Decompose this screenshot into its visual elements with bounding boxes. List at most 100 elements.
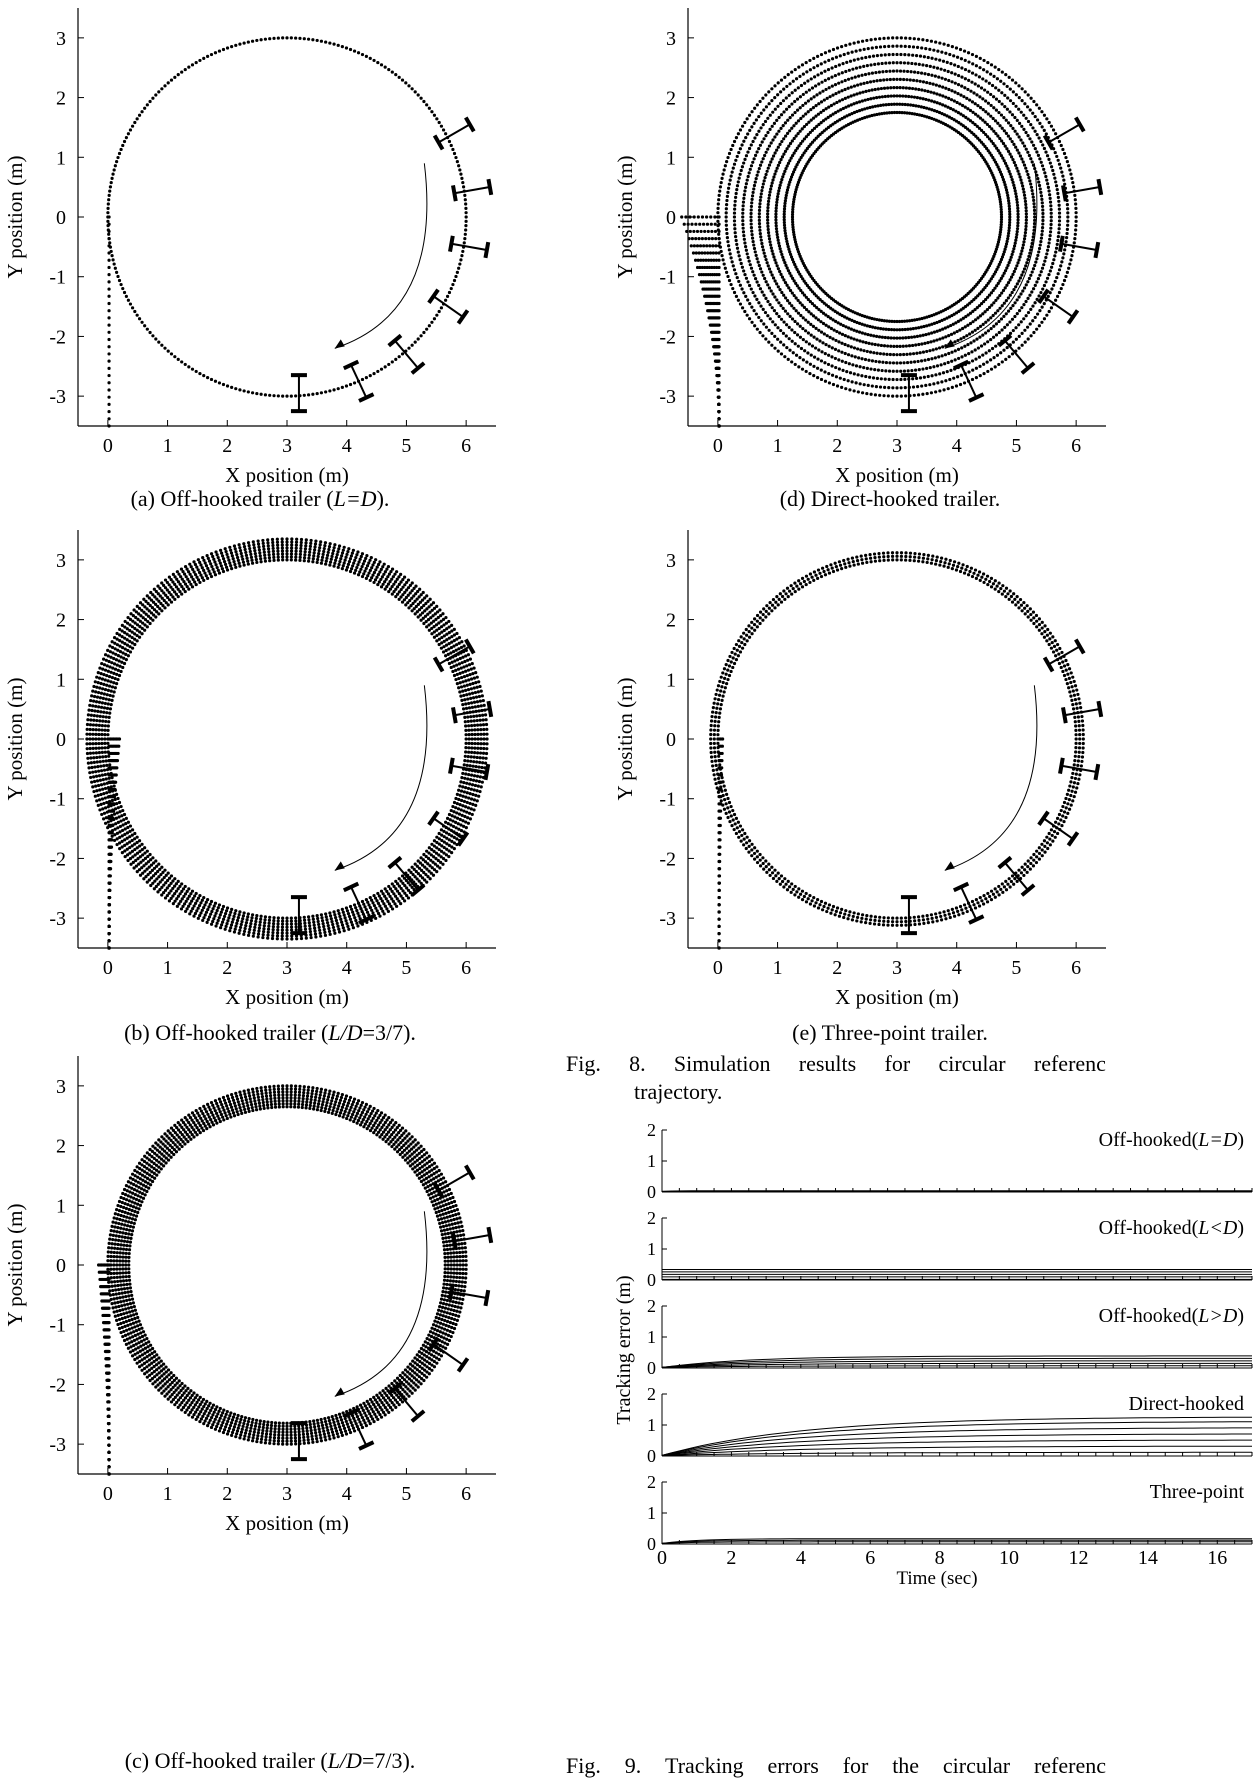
path-dot <box>119 1330 123 1335</box>
path-dot <box>434 1315 438 1320</box>
path-dot <box>219 1413 224 1418</box>
path-dot <box>285 36 289 40</box>
path-dot <box>403 1158 408 1162</box>
path-dot <box>461 1267 465 1271</box>
path-dot <box>257 1101 261 1105</box>
path-dot <box>193 573 198 577</box>
caption-b: (b) Off-hooked trailer (L/D=3/7). <box>124 1020 416 1045</box>
path-dot <box>225 384 230 388</box>
path-dot <box>194 1417 198 1422</box>
path-dot <box>157 612 161 616</box>
path-dot <box>444 1211 448 1215</box>
path-dot <box>195 909 199 913</box>
path-dot <box>441 1345 445 1349</box>
path-dot <box>340 1093 344 1097</box>
path-dot <box>426 1341 430 1345</box>
path-dot <box>121 1271 125 1275</box>
path-dot <box>230 1093 234 1097</box>
path-dot <box>401 1371 405 1375</box>
path-dot <box>300 1102 305 1107</box>
path-dot <box>145 607 149 611</box>
path-dot <box>203 1107 207 1111</box>
path-dot <box>246 1088 250 1092</box>
path-dot <box>117 1208 122 1213</box>
path-dot <box>372 58 376 63</box>
path-dot <box>441 1240 446 1244</box>
path-dot <box>273 1099 277 1103</box>
path-dot <box>207 915 212 919</box>
path-dot <box>380 1393 384 1398</box>
path-dot <box>426 862 430 866</box>
path-dot <box>444 1236 448 1240</box>
path-dot <box>316 919 320 924</box>
path-dot <box>147 1358 151 1362</box>
path-dot <box>107 294 111 298</box>
path-dot <box>447 1338 452 1343</box>
path-dot <box>118 1263 122 1267</box>
path-dot <box>175 1145 179 1149</box>
path-dot <box>457 1212 461 1216</box>
path-dot <box>176 894 181 898</box>
path-dot <box>193 1403 197 1407</box>
path-dot <box>281 1093 285 1097</box>
path-dot <box>467 737 471 741</box>
path-dot <box>110 645 115 650</box>
path-dot <box>134 1342 138 1346</box>
path-dot <box>91 746 95 750</box>
path-dot <box>435 313 439 317</box>
path-dot <box>117 800 122 805</box>
path-dot <box>112 635 117 640</box>
path-dot <box>261 1428 265 1433</box>
path-dot <box>427 1159 432 1164</box>
path-dot <box>159 1167 163 1171</box>
path-dot <box>162 1389 166 1393</box>
path-dot <box>199 911 203 915</box>
path-dot <box>280 931 284 935</box>
path-dot <box>318 1430 322 1434</box>
path-dot <box>148 852 152 857</box>
path-dot <box>431 614 435 618</box>
path-dot <box>225 921 229 926</box>
path-dot <box>271 549 275 553</box>
path-dot <box>135 835 139 839</box>
path-dot <box>455 1230 459 1234</box>
path-dot <box>148 1147 152 1152</box>
path-dot <box>257 1425 261 1429</box>
path-dot <box>357 1417 361 1421</box>
path-dot <box>410 885 414 889</box>
path-dot <box>107 903 112 907</box>
path-dot <box>413 90 417 94</box>
path-dot <box>185 567 189 571</box>
path-dot <box>464 228 468 232</box>
path-dot <box>378 914 382 918</box>
path-dot <box>238 388 242 392</box>
path-dot <box>105 768 110 772</box>
path-dot <box>171 1140 175 1145</box>
path-dot <box>467 811 472 815</box>
path-dot <box>316 916 320 921</box>
path-dot <box>310 1437 315 1441</box>
path-dot <box>217 571 222 575</box>
path-dot <box>412 594 416 598</box>
path-dot <box>348 917 353 921</box>
path-dot <box>109 655 113 659</box>
path-dot <box>196 896 201 900</box>
wheel <box>451 185 458 202</box>
path-dot <box>444 1346 448 1350</box>
path-dot <box>263 37 268 41</box>
path-dot <box>294 552 298 556</box>
path-dot <box>318 1433 322 1437</box>
path-dot <box>439 625 444 629</box>
path-dot <box>108 684 112 688</box>
path-dot <box>187 1120 191 1125</box>
path-dot <box>348 904 353 909</box>
path-dot <box>158 867 162 871</box>
path-dot <box>100 746 104 750</box>
path-dot <box>369 555 373 560</box>
path-dot <box>352 1097 357 1101</box>
path-dot <box>304 936 308 940</box>
path-dot <box>99 764 103 768</box>
path-dot <box>107 388 111 392</box>
path-dot <box>400 874 405 878</box>
path-dot <box>353 1107 357 1111</box>
